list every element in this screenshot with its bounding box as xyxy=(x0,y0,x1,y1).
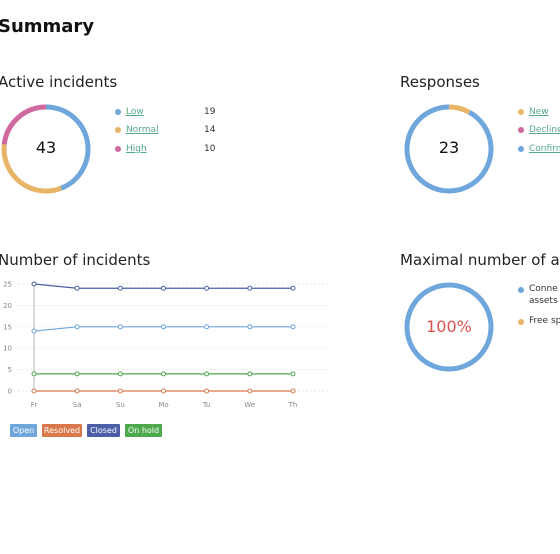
legend-dot-free xyxy=(518,319,524,325)
data-point-resolved[interactable] xyxy=(247,388,253,394)
data-point-closed[interactable] xyxy=(31,281,37,287)
legend-label-connected-line1: Conne xyxy=(529,284,558,294)
active-incidents-donut-segment-0 xyxy=(45,104,91,191)
legend-item-low[interactable]: Low 19 xyxy=(115,106,225,118)
y-tick-label: 10 xyxy=(3,345,12,353)
active-incidents-title: Active incidents xyxy=(0,73,118,91)
assets-donut-segment-0 xyxy=(404,282,494,372)
legend-tag-resolved[interactable]: Resolved xyxy=(42,424,82,437)
page-title: Summary xyxy=(0,16,95,37)
legend-label-free: Free sp xyxy=(529,316,560,326)
legend-dot-confirm xyxy=(518,146,524,152)
x-tick-label: Th xyxy=(288,401,298,409)
data-point-closed[interactable] xyxy=(247,285,253,291)
legend-tag-on-hold[interactable]: On hold xyxy=(125,424,162,437)
legend-value-low: 19 xyxy=(204,107,216,117)
legend-dot-decline xyxy=(518,127,524,133)
data-point-resolved[interactable] xyxy=(290,388,296,394)
data-point-open[interactable] xyxy=(31,328,37,334)
legend-item-new[interactable]: New xyxy=(518,106,560,118)
x-tick-label: Tu xyxy=(202,401,211,409)
assets-donut xyxy=(404,282,494,372)
active-incidents-donut xyxy=(1,104,91,194)
responses-donut-segment-0 xyxy=(448,104,471,115)
active-incidents-total: 43 xyxy=(35,138,57,157)
legend-value-normal: 14 xyxy=(204,125,216,135)
legend-item-decline[interactable]: Decline xyxy=(518,124,560,136)
incidents-line-chart: 0 5 10 15 20 25 Fr Sa Su Mo Tu We Th xyxy=(3,281,330,409)
legend-tag-closed[interactable]: Closed xyxy=(87,424,120,437)
data-point-on-hold[interactable] xyxy=(161,371,166,377)
data-point-resolved[interactable] xyxy=(74,388,80,394)
y-tick-label: 25 xyxy=(3,281,12,289)
legend-label-new[interactable]: New xyxy=(529,107,549,117)
data-point-on-hold[interactable] xyxy=(117,371,123,377)
legend-item-free-space: Free sp xyxy=(518,316,560,328)
legend-label-normal[interactable]: Normal xyxy=(126,125,159,135)
legend-label-confirm[interactable]: Confirm xyxy=(529,144,560,154)
legend-tag-open[interactable]: Open xyxy=(10,424,37,437)
legend-item-confirm[interactable]: Confirm xyxy=(518,143,560,155)
responses-donut-segment-1 xyxy=(404,104,494,194)
responses-total: 23 xyxy=(438,138,460,157)
data-point-resolved[interactable] xyxy=(31,388,37,394)
data-point-on-hold[interactable] xyxy=(247,371,253,377)
data-point-open[interactable] xyxy=(74,324,80,330)
legend-label-low[interactable]: Low xyxy=(126,107,144,117)
data-point-on-hold[interactable] xyxy=(31,371,37,377)
data-point-open[interactable] xyxy=(204,324,210,330)
x-tick-label: We xyxy=(244,401,255,409)
data-point-open[interactable] xyxy=(161,324,166,330)
data-point-resolved[interactable] xyxy=(204,388,210,394)
assets-percentage: 100% xyxy=(426,317,472,336)
responses-donut xyxy=(404,104,494,194)
legend-item-connected-assets: Conne assets xyxy=(518,284,560,308)
legend-label-high[interactable]: High xyxy=(126,144,147,154)
legend-value-high: 10 xyxy=(204,144,216,154)
data-point-resolved[interactable] xyxy=(161,388,166,394)
active-incidents-legend: Low 19 Normal 14 High 10 xyxy=(115,106,225,156)
y-tick-label: 20 xyxy=(3,302,12,310)
active-incidents-donut-segment-1 xyxy=(1,144,62,194)
data-point-closed[interactable] xyxy=(161,285,166,291)
y-tick-label: 15 xyxy=(3,323,12,331)
data-point-on-hold[interactable] xyxy=(290,371,296,377)
legend-dot-high xyxy=(115,146,121,152)
legend-item-high[interactable]: High 10 xyxy=(115,143,225,155)
responses-title: Responses xyxy=(400,73,480,91)
x-tick-label: Fr xyxy=(31,401,38,409)
active-incidents-donut-segment-2 xyxy=(1,104,47,145)
data-point-resolved[interactable] xyxy=(117,388,123,394)
assets-title: Maximal number of ass xyxy=(400,251,560,269)
responses-legend: New Decline Confirm xyxy=(518,106,560,156)
assets-legend: Conne assets Free sp xyxy=(518,284,560,334)
legend-dot-normal xyxy=(115,127,121,133)
legend-dot-connected xyxy=(518,287,524,293)
x-tick-label: Mo xyxy=(158,401,168,409)
x-tick-label: Sa xyxy=(73,401,82,409)
data-point-closed[interactable] xyxy=(204,285,210,291)
data-point-open[interactable] xyxy=(117,324,123,330)
data-point-closed[interactable] xyxy=(117,285,123,291)
legend-item-normal[interactable]: Normal 14 xyxy=(115,124,225,136)
data-point-open[interactable] xyxy=(247,324,253,330)
data-point-on-hold[interactable] xyxy=(74,371,80,377)
incidents-chart-title: Number of incidents xyxy=(0,251,151,269)
legend-label-connected-line2: assets xyxy=(529,296,558,306)
data-point-closed[interactable] xyxy=(290,285,296,291)
legend-dot-new xyxy=(518,109,524,115)
data-point-closed[interactable] xyxy=(74,285,80,291)
legend-dot-low xyxy=(115,109,121,115)
data-point-on-hold[interactable] xyxy=(204,371,210,377)
y-tick-label: 0 xyxy=(8,388,12,396)
data-point-open[interactable] xyxy=(290,324,296,330)
legend-label-decline[interactable]: Decline xyxy=(529,125,560,135)
x-tick-label: Su xyxy=(116,401,125,409)
y-tick-label: 5 xyxy=(8,366,12,374)
